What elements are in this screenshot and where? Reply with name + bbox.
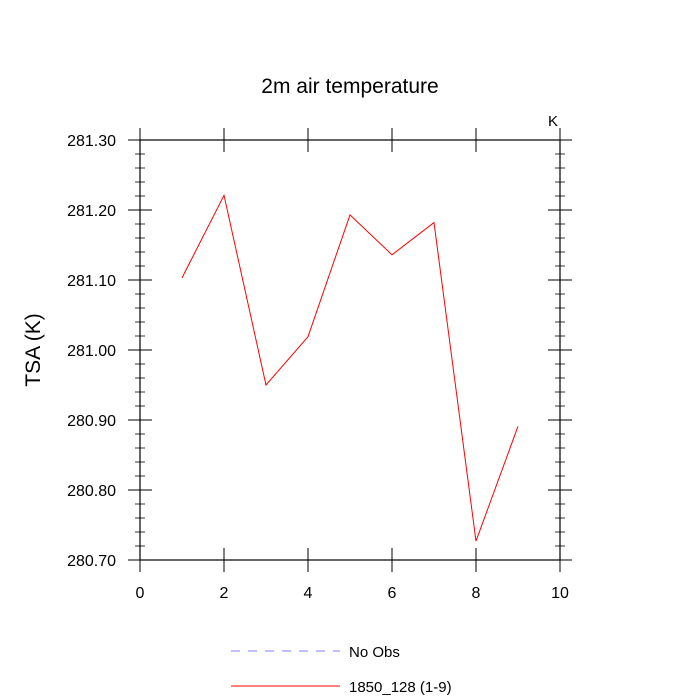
- x-tick-labels: 0 2 4 6 8 10: [136, 585, 569, 602]
- x-tick-label: 2: [220, 585, 229, 602]
- x-tick-label: 6: [388, 585, 397, 602]
- y-tick-label: 281.00: [67, 343, 116, 360]
- plot-frame: [139, 139, 561, 561]
- y-tick-label: 281.10: [67, 273, 116, 290]
- y-axis-label: TSA (K): [22, 313, 45, 387]
- y-tick-label: 281.20: [67, 203, 116, 220]
- legend: No Obs 1850_128 (1-9): [231, 644, 452, 696]
- y-tick-label: 281.30: [67, 133, 116, 150]
- x-tick-label: 4: [304, 585, 313, 602]
- legend-label-no-obs: No Obs: [349, 644, 400, 661]
- series-lines: [181, 193, 519, 542]
- x-tick-label: 0: [136, 585, 145, 602]
- legend-label-series: 1850_128 (1-9): [349, 679, 452, 696]
- series-line: [181, 193, 519, 542]
- units-label: K: [548, 113, 558, 130]
- y-tick-label: 280.70: [67, 553, 116, 570]
- chart-title: 2m air temperature: [261, 75, 438, 98]
- axis-ticks: [128, 128, 572, 572]
- x-tick-label: 8: [472, 585, 481, 602]
- x-tick-label: 10: [551, 585, 569, 602]
- y-tick-label: 280.80: [67, 483, 116, 500]
- y-tick-labels: 280.70 280.80 280.90 281.00 281.10 281.20 281.…: [67, 133, 116, 570]
- y-tick-label: 280.90: [67, 413, 116, 430]
